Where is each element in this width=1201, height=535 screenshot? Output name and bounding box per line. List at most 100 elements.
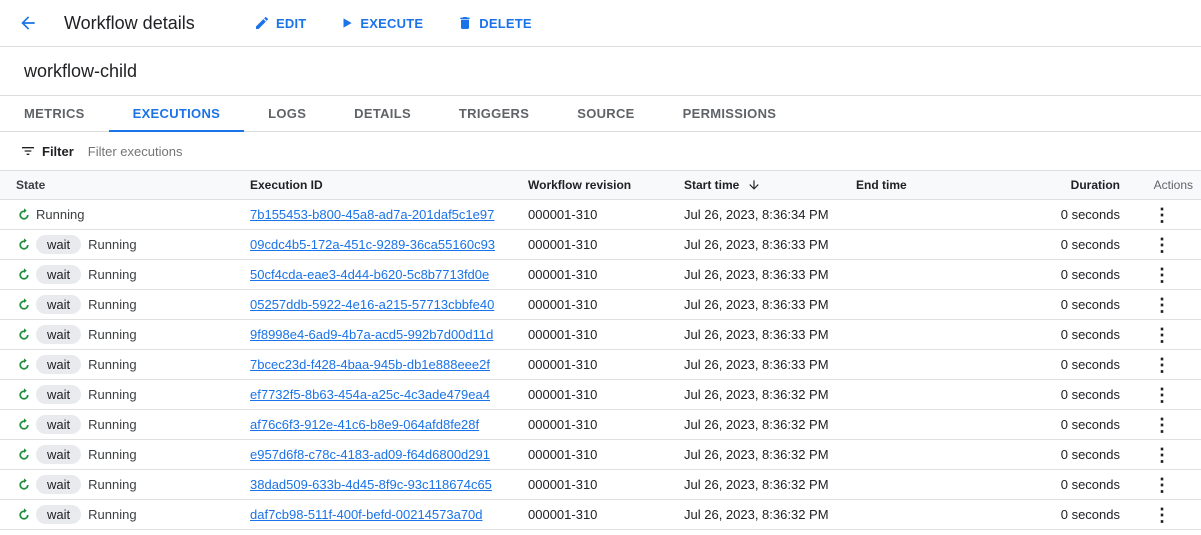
state-text: Running	[36, 207, 85, 222]
state-text: Running	[88, 297, 137, 312]
state-cell: wait Running	[16, 385, 137, 404]
wait-chip: wait	[36, 385, 82, 404]
tab-details[interactable]: DETAILS	[354, 106, 411, 121]
running-icon	[19, 477, 29, 490]
table-row: Running 7b155453-b800-45a8-ad7a-201daf5c…	[0, 200, 1201, 230]
execution-id-link[interactable]: ef7732f5-8b63-454a-a25c-4c3ade479ea4	[250, 387, 490, 402]
revision-cell: 000001-310	[528, 387, 598, 402]
execution-id-link[interactable]: af76c6f3-912e-41c6-b8e9-064afd8fe28f	[250, 417, 480, 432]
play-icon	[343, 18, 353, 28]
wait-chip: wait	[36, 355, 82, 374]
table-row: wait Running 38dad509-633b-4d45-8f9c-93c1…	[0, 470, 1201, 500]
filter-input[interactable]	[87, 143, 388, 159]
revision-cell: 000001-310	[528, 207, 598, 222]
revision-cell: 000001-310	[528, 417, 598, 432]
duration-cell: 0 seconds	[1060, 447, 1120, 462]
tab-triggers[interactable]: TRIGGERS	[458, 106, 530, 121]
filter-icon[interactable]	[20, 143, 36, 159]
table-header: State Execution ID Workflow revision Sta…	[0, 171, 1201, 200]
state-text: Running	[88, 267, 137, 282]
tab-executions[interactable]: EXECUTIONS	[108, 96, 245, 132]
state-cell: wait Running	[16, 325, 137, 344]
tab-source[interactable]: SOURCE	[577, 106, 635, 121]
state-cell: wait Running	[16, 295, 137, 314]
col-execution-id[interactable]: Execution ID	[250, 178, 323, 192]
table-row: wait Running 05257ddb-5922-4e16-a215-5771…	[0, 290, 1201, 320]
more-vert-icon[interactable]: ⋮	[1153, 294, 1171, 315]
start-time-cell: Jul 26, 2023, 8:36:32 PM	[684, 477, 829, 492]
revision-cell: 000001-310	[528, 477, 598, 492]
more-vert-icon[interactable]: ⋮	[1153, 444, 1171, 465]
more-vert-icon[interactable]: ⋮	[1153, 414, 1171, 435]
wait-chip: wait	[36, 505, 82, 524]
start-time-cell: Jul 26, 2023, 8:36:33 PM	[684, 357, 829, 372]
start-time-cell: Jul 26, 2023, 8:36:32 PM	[684, 417, 829, 432]
running-icon	[19, 267, 29, 280]
arrow-down-icon	[749, 180, 760, 190]
running-icon	[19, 507, 29, 520]
start-time-label: Start time	[684, 178, 740, 192]
start-time-cell: Jul 26, 2023, 8:36:34 PM	[684, 207, 829, 222]
col-revision[interactable]: Workflow revision	[528, 178, 632, 192]
execution-id-link[interactable]: daf7cb98-511f-400f-befd-00214573a70d	[250, 507, 483, 522]
execution-id-link[interactable]: 38dad509-633b-4d45-8f9c-93c118674c65	[250, 477, 492, 492]
duration-cell: 0 seconds	[1060, 207, 1120, 222]
state-cell: wait Running	[16, 505, 137, 524]
execute-label: EXECUTE	[360, 15, 424, 31]
execution-id-link[interactable]: 7bcec23d-f428-4baa-945b-db1e888eee2f	[250, 357, 490, 372]
col-start-time[interactable]: Start time	[684, 178, 761, 192]
col-state[interactable]: State	[16, 178, 46, 192]
duration-cell: 0 seconds	[1060, 237, 1120, 252]
wait-chip: wait	[36, 265, 82, 284]
state-cell: Running	[16, 207, 84, 223]
state-text: Running	[88, 357, 137, 372]
execute-button[interactable]: EXECUTE	[340, 16, 423, 31]
state-text: Running	[88, 417, 137, 432]
tab-bar: METRICS EXECUTIONS LOGS DETAILS TRIGGERS SOUR…	[0, 96, 1201, 132]
more-vert-icon[interactable]: ⋮	[1153, 354, 1171, 375]
table-row: wait Running e957d6f8-c78c-4183-ad09-f64d…	[0, 440, 1201, 470]
more-vert-icon[interactable]: ⋮	[1153, 474, 1171, 495]
wait-chip: wait	[36, 415, 82, 434]
duration-cell: 0 seconds	[1060, 297, 1120, 312]
workflow-name: workflow-child	[0, 47, 1201, 96]
start-time-cell: Jul 26, 2023, 8:36:32 PM	[684, 447, 829, 462]
state-cell: wait Running	[16, 415, 137, 434]
more-vert-icon[interactable]: ⋮	[1153, 324, 1171, 345]
top-bar: Workflow details EDIT EXECUTE DELETE	[0, 0, 1201, 47]
tab-logs[interactable]: LOGS	[268, 106, 307, 121]
execution-id-link[interactable]: 50cf4cda-eae3-4d44-b620-5c8b7713fd0e	[250, 267, 490, 282]
more-vert-icon[interactable]: ⋮	[1153, 504, 1171, 525]
more-vert-icon[interactable]: ⋮	[1153, 384, 1171, 405]
more-vert-icon[interactable]: ⋮	[1153, 264, 1171, 285]
back-button[interactable]	[0, 13, 56, 33]
state-text: Running	[88, 477, 137, 492]
table-row: wait Running 7bcec23d-f428-4baa-945b-db1e…	[0, 350, 1201, 380]
state-cell: wait Running	[16, 355, 137, 374]
state-cell: wait Running	[16, 265, 137, 284]
delete-label: DELETE	[479, 15, 532, 31]
execution-id-link[interactable]: e957d6f8-c78c-4183-ad09-f64d6800d291	[250, 447, 490, 462]
tab-permissions[interactable]: PERMISSIONS	[682, 106, 777, 121]
delete-button[interactable]: DELETE	[457, 15, 532, 31]
execution-id-link[interactable]: 05257ddb-5922-4e16-a215-57713cbbfe40	[250, 297, 495, 312]
running-icon	[19, 237, 29, 250]
col-end-time[interactable]: End time	[856, 178, 907, 192]
execution-id-link[interactable]: 9f8998e4-6ad9-4b7a-acd5-992b7d00d11d	[250, 327, 494, 342]
table-row: wait Running 50cf4cda-eae3-4d44-b620-5c8b…	[0, 260, 1201, 290]
arrow-back-icon	[21, 16, 35, 30]
revision-cell: 000001-310	[528, 357, 598, 372]
revision-cell: 000001-310	[528, 267, 598, 282]
revision-cell: 000001-310	[528, 447, 598, 462]
running-icon	[19, 297, 29, 310]
state-text: Running	[88, 387, 137, 402]
table-row: wait Running 9f8998e4-6ad9-4b7a-acd5-992b…	[0, 320, 1201, 350]
more-vert-icon[interactable]: ⋮	[1153, 234, 1171, 255]
execution-id-link[interactable]: 09cdc4b5-172a-451c-9289-36ca55160c93	[250, 237, 496, 252]
more-vert-icon[interactable]: ⋮	[1153, 204, 1171, 225]
edit-button[interactable]: EDIT	[254, 15, 306, 31]
tab-metrics[interactable]: METRICS	[24, 106, 85, 121]
executions-table: Running 7b155453-b800-45a8-ad7a-201daf5c…	[0, 200, 1201, 530]
col-duration[interactable]: Duration	[1070, 178, 1120, 192]
execution-id-link[interactable]: 7b155453-b800-45a8-ad7a-201daf5c1e97	[250, 207, 495, 222]
